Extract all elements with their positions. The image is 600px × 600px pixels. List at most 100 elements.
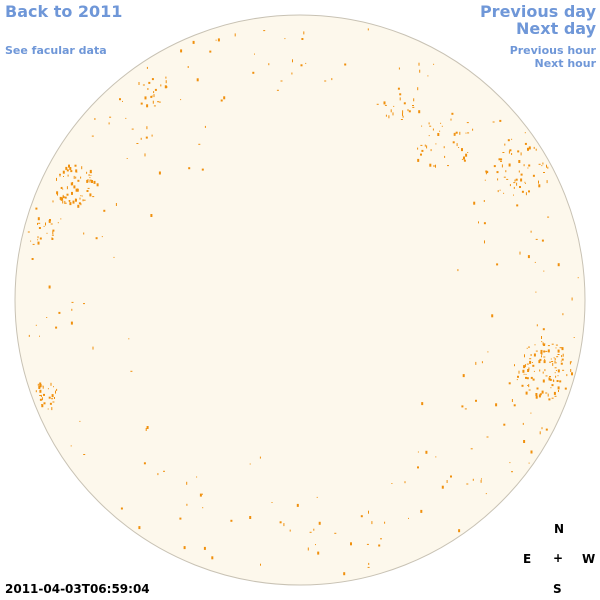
feature-speck <box>89 179 91 183</box>
feature-speck <box>570 361 572 363</box>
feature-speck <box>503 192 505 194</box>
feature-speck <box>466 122 469 124</box>
feature-speck <box>551 384 554 387</box>
feature-speck <box>76 171 78 173</box>
feature-speck <box>487 351 489 353</box>
feature-speck <box>532 174 535 177</box>
feature-speck <box>452 141 455 144</box>
feature-speck <box>263 30 266 32</box>
feature-speck <box>68 164 70 168</box>
feature-speck <box>514 179 516 182</box>
feature-speck <box>552 362 554 366</box>
feature-speck <box>148 81 151 84</box>
feature-speck <box>421 125 423 127</box>
feature-speck <box>165 76 167 79</box>
feature-speck <box>283 523 285 527</box>
feature-speck <box>397 87 400 90</box>
feature-speck <box>522 369 525 373</box>
feature-speck <box>42 385 44 389</box>
feature-speck <box>385 114 387 117</box>
feature-speck <box>45 222 46 226</box>
feature-speck <box>211 556 214 560</box>
feature-speck <box>163 470 165 472</box>
feature-speck <box>545 428 548 431</box>
feature-speck <box>144 153 146 157</box>
feature-speck <box>79 197 81 200</box>
feature-speck <box>547 393 549 397</box>
feature-speck <box>403 102 406 105</box>
back-to-year-link[interactable]: Back to 2011 <box>5 2 123 21</box>
feature-speck <box>450 118 452 121</box>
feature-speck <box>367 28 369 31</box>
feature-speck <box>196 78 199 82</box>
feature-speck <box>539 358 542 361</box>
see-facular-data-link[interactable]: See facular data <box>5 44 107 57</box>
feature-speck <box>71 191 73 195</box>
feature-speck <box>301 38 304 40</box>
feature-speck <box>39 389 42 393</box>
feature-speck <box>539 369 541 372</box>
feature-speck <box>530 354 532 356</box>
feature-speck <box>561 347 564 351</box>
feature-speck <box>457 269 459 272</box>
feature-speck <box>93 180 96 184</box>
feature-speck <box>538 394 541 398</box>
feature-speck <box>506 178 509 180</box>
feature-speck <box>428 122 430 125</box>
feature-speck <box>517 375 519 378</box>
feature-speck <box>549 376 551 377</box>
feature-speck <box>458 147 460 148</box>
feature-speck <box>398 67 400 70</box>
feature-speck <box>160 84 162 87</box>
feature-speck <box>284 38 286 40</box>
feature-speck <box>48 396 51 399</box>
feature-speck <box>402 112 403 116</box>
feature-speck <box>555 347 557 349</box>
feature-speck <box>522 422 524 425</box>
solar-disk <box>14 14 586 586</box>
feature-speck <box>484 179 486 181</box>
feature-speck <box>511 138 513 140</box>
feature-speck <box>525 373 527 375</box>
feature-speck <box>413 98 415 102</box>
previous-hour-link[interactable]: Previous hour <box>509 44 596 57</box>
feature-speck <box>393 105 395 107</box>
feature-speck <box>554 395 557 397</box>
feature-speck <box>566 374 568 377</box>
feature-speck <box>109 116 112 118</box>
feature-speck <box>384 521 386 524</box>
feature-speck <box>437 133 440 136</box>
feature-speck <box>541 427 543 430</box>
feature-speck <box>419 69 421 73</box>
feature-speck <box>52 229 55 232</box>
feature-speck <box>49 219 51 221</box>
feature-speck <box>528 146 531 150</box>
next-hour-link[interactable]: Next hour <box>534 57 597 70</box>
feature-speck <box>37 222 38 225</box>
feature-speck <box>496 263 499 266</box>
feature-speck <box>499 189 501 191</box>
next-day-link[interactable]: Next day <box>516 19 596 38</box>
feature-speck <box>459 131 461 135</box>
previous-day-link[interactable]: Previous day <box>479 2 596 21</box>
feature-speck <box>554 372 556 374</box>
feature-speck <box>183 546 186 550</box>
feature-speck <box>204 125 206 128</box>
feature-speck <box>446 480 448 483</box>
feature-speck <box>545 350 548 352</box>
feature-speck <box>528 346 530 348</box>
feature-speck <box>150 214 153 217</box>
feature-speck <box>404 481 406 484</box>
feature-speck <box>289 529 291 532</box>
feature-speck <box>503 176 506 178</box>
feature-speck <box>481 478 482 480</box>
feature-speck <box>103 209 106 212</box>
feature-speck <box>318 521 321 525</box>
feature-speck <box>533 370 535 372</box>
feature-speck <box>530 230 532 233</box>
feature-speck <box>523 164 525 167</box>
feature-speck <box>503 423 506 426</box>
feature-speck <box>39 382 42 386</box>
feature-speck <box>32 243 35 245</box>
